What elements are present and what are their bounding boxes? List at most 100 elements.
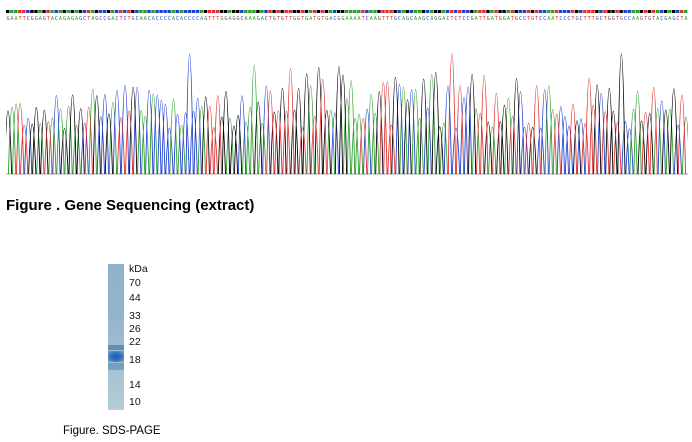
svg-text:T: T (321, 16, 324, 20)
svg-text:A: A (349, 16, 353, 20)
svg-text:C: C (628, 16, 631, 20)
svg-text:G: G (236, 16, 239, 20)
svg-text:C: C (579, 16, 582, 20)
svg-text:T: T (571, 16, 574, 20)
svg-text:A: A (430, 16, 434, 20)
svg-text:C: C (366, 16, 369, 20)
marker-label-10: 10 (129, 396, 141, 408)
svg-text:C: C (115, 16, 118, 20)
svg-text:G: G (224, 16, 227, 20)
svg-text:A: A (442, 16, 446, 20)
svg-text:C: C (543, 16, 546, 20)
svg-text:G: G (317, 16, 320, 20)
svg-text:G: G (341, 16, 344, 20)
svg-text:A: A (51, 16, 55, 20)
svg-text:C: C (398, 16, 401, 20)
marker-label-26: 26 (129, 323, 141, 335)
svg-text:C: C (539, 16, 542, 20)
svg-text:A: A (551, 16, 555, 20)
svg-text:T: T (277, 16, 280, 20)
svg-text:G: G (63, 16, 66, 20)
svg-text:G: G (531, 16, 534, 20)
svg-text:A: A (354, 16, 358, 20)
svg-text:C: C (160, 16, 163, 20)
svg-text:T: T (483, 16, 486, 20)
svg-text:C: C (123, 16, 126, 20)
svg-text:C: C (192, 16, 195, 20)
svg-text:C: C (467, 16, 470, 20)
svg-text:A: A (59, 16, 63, 20)
svg-text:T: T (680, 16, 683, 20)
protein-band-main (108, 351, 124, 362)
svg-text:A: A (414, 16, 418, 20)
svg-text:T: T (301, 16, 304, 20)
svg-text:T: T (588, 16, 591, 20)
svg-text:G: G (596, 16, 599, 20)
svg-text:T: T (555, 16, 558, 20)
svg-text:A: A (245, 16, 249, 20)
svg-text:C: C (660, 16, 663, 20)
svg-text:C: C (333, 16, 336, 20)
svg-text:T: T (511, 16, 514, 20)
svg-text:T: T (87, 16, 90, 20)
svg-text:C: C (184, 16, 187, 20)
svg-text:G: G (71, 16, 74, 20)
svg-text:G: G (107, 16, 110, 20)
svg-text:T: T (535, 16, 538, 20)
svg-text:A: A (152, 16, 156, 20)
svg-text:G: G (281, 16, 284, 20)
marker-label-33: 33 (129, 310, 141, 322)
svg-text:C: C (83, 16, 86, 20)
svg-text:T: T (208, 16, 211, 20)
svg-text:T: T (450, 16, 453, 20)
svg-text:G: G (232, 16, 235, 20)
svg-text:G: G (95, 16, 98, 20)
svg-text:C: C (103, 16, 106, 20)
svg-text:T: T (604, 16, 607, 20)
svg-text:T: T (119, 16, 122, 20)
svg-text:T: T (47, 16, 50, 20)
svg-text:T: T (616, 16, 619, 20)
svg-text:C: C (523, 16, 526, 20)
svg-text:C: C (567, 16, 570, 20)
trace-c (24, 53, 682, 175)
svg-text:C: C (559, 16, 562, 20)
svg-text:C: C (136, 16, 139, 20)
svg-text:G: G (438, 16, 441, 20)
svg-text:A: A (656, 16, 660, 20)
svg-text:A: A (632, 16, 636, 20)
svg-text:T: T (652, 16, 655, 20)
svg-text:A: A (249, 16, 253, 20)
svg-text:A: A (636, 16, 640, 20)
svg-text:A: A (111, 16, 115, 20)
svg-text:G: G (608, 16, 611, 20)
svg-text:G: G (6, 16, 9, 20)
svg-text:C: C (265, 16, 268, 20)
svg-text:A: A (228, 16, 232, 20)
svg-text:C: C (188, 16, 191, 20)
svg-text:A: A (261, 16, 265, 20)
marker-label-14: 14 (129, 379, 141, 391)
svg-text:A: A (200, 16, 204, 20)
svg-text:C: C (410, 16, 413, 20)
svg-text:C: C (168, 16, 171, 20)
protein-band-upper (108, 345, 124, 350)
svg-text:A: A (172, 16, 176, 20)
trace-plot (6, 53, 688, 175)
trace-g (6, 53, 678, 175)
svg-text:G: G (640, 16, 643, 20)
svg-text:A: A (507, 16, 511, 20)
svg-text:G: G (305, 16, 308, 20)
svg-text:T: T (362, 16, 365, 20)
svg-text:T: T (390, 16, 393, 20)
svg-text:T: T (644, 16, 647, 20)
svg-text:A: A (547, 16, 551, 20)
svg-text:A: A (684, 16, 688, 20)
svg-text:A: A (39, 16, 43, 20)
svg-text:A: A (10, 16, 14, 20)
svg-text:C: C (446, 16, 449, 20)
